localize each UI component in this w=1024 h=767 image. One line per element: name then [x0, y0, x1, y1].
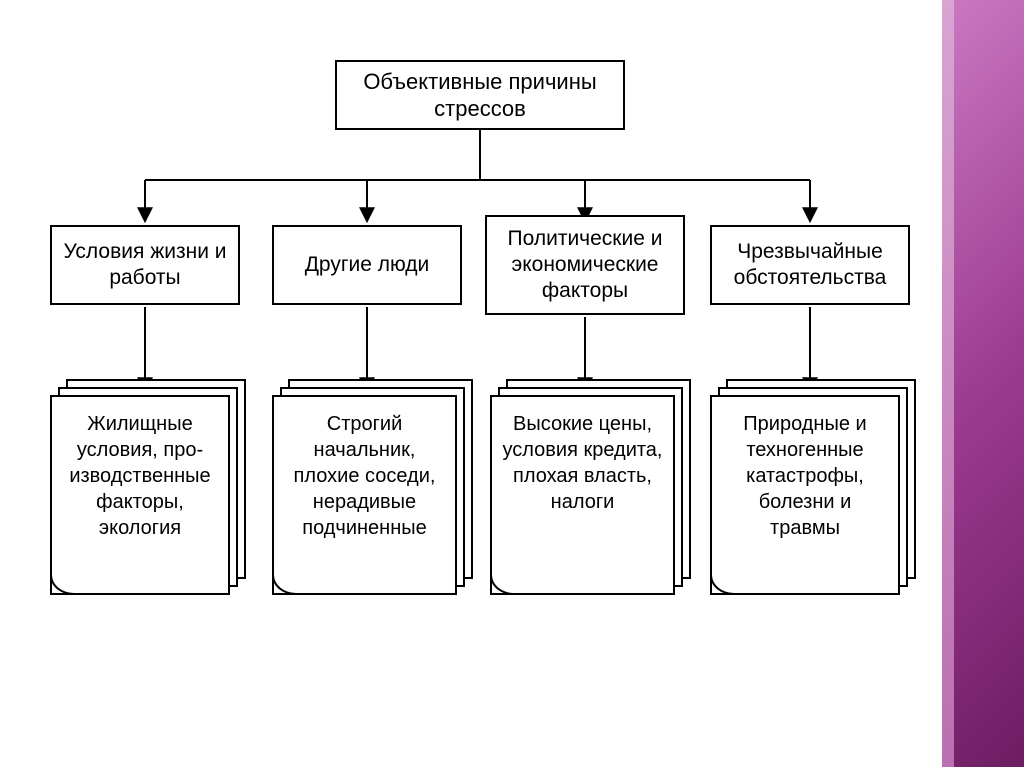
- category-label: Условия жизни и работы: [62, 239, 228, 292]
- category-label: Политические и экономические факторы: [497, 226, 673, 305]
- root-label: Объективные причины стрессов: [347, 68, 613, 123]
- leaf-label: Жилищные условия, про­изводствен­ные фак…: [69, 413, 210, 539]
- category-label: Чрезвычайные обстоятельства: [722, 239, 898, 292]
- leaf-node: Жилищные условия, про­изводствен­ные фак…: [50, 395, 250, 615]
- root-node: Объективные причины стрессов: [335, 60, 625, 130]
- leaf-node: Природные и техногенные катастрофы, боле…: [710, 395, 920, 615]
- slide-accent-bar: [954, 0, 1024, 767]
- category-node: Чрезвычайные обстоятельства: [710, 225, 910, 305]
- category-node: Политические и экономические факторы: [485, 215, 685, 315]
- leaf-label: Строгий начальник, плохие соседи, неради…: [294, 413, 436, 539]
- category-node: Условия жизни и работы: [50, 225, 240, 305]
- stress-causes-diagram: Объективные причины стрессов Условия жиз…: [30, 60, 930, 720]
- category-label: Другие люди: [305, 252, 430, 278]
- leaf-node: Строгий начальник, плохие соседи, неради…: [272, 395, 477, 615]
- leaf-label: Природные и техногенные катастрофы, боле…: [743, 413, 866, 539]
- leaf-node: Высокие цены, условия кре­дита, плохая в…: [490, 395, 695, 615]
- category-node: Другие люди: [272, 225, 462, 305]
- leaf-label: Высокие цены, условия кре­дита, плохая в…: [503, 413, 663, 513]
